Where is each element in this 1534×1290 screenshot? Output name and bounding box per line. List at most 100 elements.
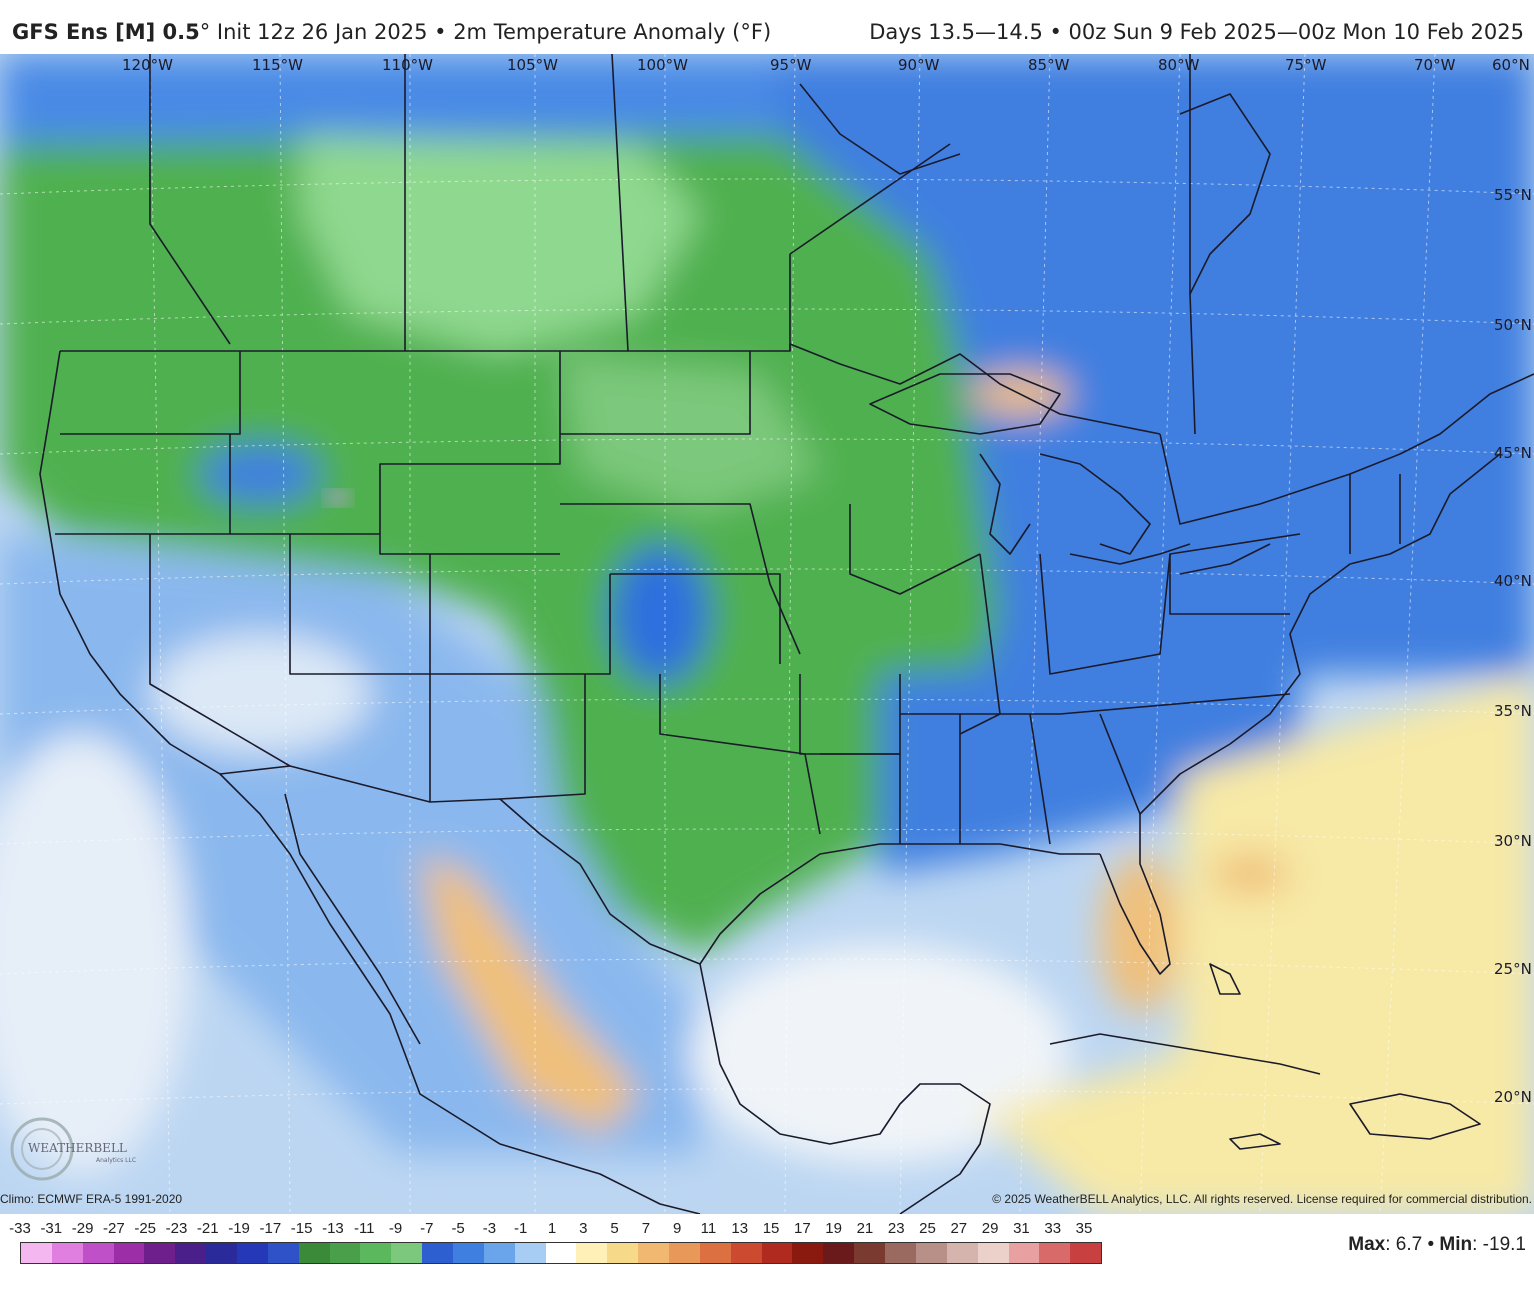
lon-label: 100°W [637, 56, 688, 74]
legend-tick-label: -33 [9, 1220, 31, 1237]
lat-label: 35°N [1494, 702, 1532, 720]
legend-swatch [607, 1243, 639, 1263]
climo-note: Climo: ECMWF ERA-5 1991-2020 [0, 1192, 183, 1206]
legend-tick-label: 13 [731, 1220, 749, 1237]
legend-swatch [699, 1243, 731, 1263]
legend-tick-label: -27 [103, 1220, 125, 1237]
min-label: Min [1439, 1234, 1473, 1255]
legend-tick-label: 15 [762, 1220, 780, 1237]
legend-swatch [144, 1243, 176, 1263]
legend-tick-label: 1 [547, 1220, 557, 1237]
legend-tick-label: -29 [71, 1220, 94, 1237]
lat-label: 25°N [1494, 960, 1532, 978]
legend-swatch [360, 1243, 392, 1263]
legend-swatch [730, 1243, 762, 1263]
lon-label: 70°W [1414, 56, 1456, 74]
legend-tick-label: -15 [290, 1220, 313, 1237]
legend-tick-label: 25 [919, 1220, 936, 1237]
lat-label: 40°N [1494, 572, 1532, 590]
legend-tick-label: 29 [981, 1220, 999, 1237]
max-label: Max [1348, 1234, 1386, 1255]
legend-swatch [237, 1243, 268, 1263]
legend-swatch [576, 1243, 608, 1263]
legend-swatch [82, 1243, 114, 1263]
legend-tick-label: 21 [856, 1220, 874, 1237]
legend-swatch [514, 1243, 546, 1263]
graticule-labels: 120°W 115°W 110°W 105°W 100°W 95°W 90°W … [122, 56, 1532, 1106]
init-info: Init 12z 26 Jan 2025 • 2m Temperature An… [210, 20, 772, 44]
legend-tick-label: -21 [196, 1220, 219, 1237]
legend-tick-label: 3 [579, 1220, 588, 1237]
legend-tick-label: 19 [825, 1220, 842, 1237]
legend-swatch [638, 1243, 670, 1263]
legend-swatch [823, 1243, 855, 1263]
legend-swatch [1070, 1243, 1102, 1263]
legend-tick-label: -25 [134, 1220, 157, 1237]
legend-swatch [885, 1243, 916, 1263]
legend-tick-label: -13 [322, 1220, 344, 1237]
min-value: : -19.1 [1472, 1234, 1526, 1255]
legend-swatch [113, 1243, 145, 1263]
legend-swatch [946, 1243, 978, 1263]
legend-tick-label: 35 [1075, 1220, 1093, 1237]
legend-tick-label: -1 [514, 1220, 528, 1237]
legend-swatch [1008, 1243, 1040, 1263]
legend-swatch [453, 1243, 484, 1263]
legend-tick-label: -9 [388, 1220, 403, 1237]
lat-label: 45°N [1494, 444, 1532, 462]
temperature-anomaly-map: 120°W 115°W 110°W 105°W 100°W 95°W 90°W … [0, 54, 1534, 1214]
legend-tick-label: -5 [451, 1220, 465, 1237]
legend-tick-label: -7 [420, 1220, 434, 1237]
legend-swatch [21, 1243, 52, 1263]
legend-tick-label: 11 [700, 1220, 717, 1237]
legend-swatch [792, 1243, 824, 1263]
legend-swatch [391, 1243, 423, 1263]
legend-swatch [175, 1243, 207, 1263]
legend-tick-label: -31 [40, 1220, 63, 1237]
copyright-note: © 2025 WeatherBELL Analytics, LLC. All r… [992, 1192, 1532, 1206]
lat-label: 30°N [1494, 832, 1532, 850]
max-value: : 6.7 • [1385, 1234, 1440, 1255]
legend-tick-label: 33 [1044, 1220, 1062, 1237]
chart-title: GFS Ens [M] 0.5° Init 12z 26 Jan 2025 • … [12, 20, 771, 44]
legend-swatch [977, 1243, 1009, 1263]
lon-label: 80°W [1158, 56, 1200, 74]
political-borders [39, 54, 1534, 1214]
legend-swatch [915, 1243, 947, 1263]
degree-symbol: ° [199, 20, 211, 44]
legend-tick-label: -17 [259, 1220, 282, 1237]
legend-tick-label: 9 [673, 1220, 682, 1237]
anomaly-field [0, 54, 1534, 1214]
valid-period: Days 13.5—14.5 • 00z Sun 9 Feb 2025—00z … [869, 20, 1524, 44]
lat-label: 20°N [1494, 1088, 1532, 1106]
header: GFS Ens [M] 0.5° Init 12z 26 Jan 2025 • … [0, 0, 1534, 54]
legend-swatch [669, 1243, 700, 1263]
legend-tick-label: 7 [641, 1220, 651, 1237]
legend-tick-label: 31 [1013, 1220, 1030, 1237]
legend-swatch [267, 1243, 299, 1263]
legend-tick-label: 27 [950, 1220, 968, 1237]
legend-tick-label: -23 [165, 1220, 188, 1237]
lon-label: 115°W [252, 56, 303, 74]
legend-tick-label: 5 [610, 1220, 619, 1237]
lon-label: 120°W [122, 56, 173, 74]
legend-swatch [329, 1243, 361, 1263]
legend-tick-label: -3 [482, 1220, 497, 1237]
lat-label: 50°N [1494, 316, 1532, 334]
lon-label: 90°W [898, 56, 940, 74]
svg-text:WEATHERBELL: WEATHERBELL [28, 1141, 127, 1155]
legend-swatch [854, 1243, 886, 1263]
legend-tick-labels: -33 -31 -29 -27 -25 -23 -21 -19 -17 -15 -13 -11 -9 -7… [0, 1220, 1110, 1242]
max-min-readout: Max: 6.7 • Min: -19.1 [1348, 1234, 1526, 1256]
legend-swatch [206, 1243, 238, 1263]
legend-swatch [298, 1243, 330, 1263]
lon-label: 75°W [1285, 56, 1327, 74]
legend-swatch [1039, 1243, 1071, 1263]
legend-swatch [545, 1243, 577, 1263]
legend-swatch [422, 1243, 454, 1263]
lon-label: 85°W [1028, 56, 1070, 74]
legend-swatch [483, 1243, 515, 1263]
lat-label: 55°N [1494, 186, 1532, 204]
weatherbell-logo: WEATHERBELL Analytics LLC [10, 1117, 136, 1181]
color-scale-legend [20, 1242, 1102, 1264]
